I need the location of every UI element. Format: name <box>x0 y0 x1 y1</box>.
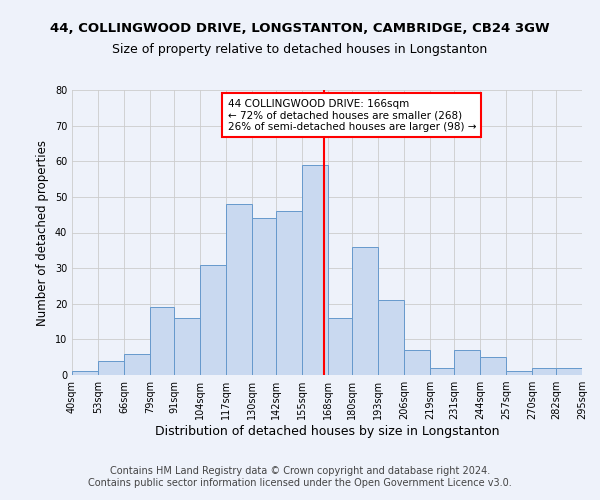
Bar <box>532 368 556 375</box>
Bar <box>302 165 328 375</box>
Text: Contains HM Land Registry data © Crown copyright and database right 2024.
Contai: Contains HM Land Registry data © Crown c… <box>88 466 512 487</box>
Bar <box>556 368 582 375</box>
Bar <box>98 361 124 375</box>
Bar <box>352 246 378 375</box>
Bar <box>454 350 480 375</box>
Bar <box>506 372 532 375</box>
Text: 44 COLLINGWOOD DRIVE: 166sqm
← 72% of detached houses are smaller (268)
26% of s: 44 COLLINGWOOD DRIVE: 166sqm ← 72% of de… <box>227 98 476 132</box>
Bar <box>150 308 174 375</box>
Bar <box>480 357 506 375</box>
Bar <box>378 300 404 375</box>
Bar <box>276 211 302 375</box>
Bar <box>404 350 430 375</box>
X-axis label: Distribution of detached houses by size in Longstanton: Distribution of detached houses by size … <box>155 425 499 438</box>
Bar <box>174 318 200 375</box>
Bar <box>124 354 150 375</box>
Bar <box>72 372 98 375</box>
Bar <box>430 368 454 375</box>
Bar <box>200 264 226 375</box>
Bar <box>328 318 352 375</box>
Y-axis label: Number of detached properties: Number of detached properties <box>36 140 49 326</box>
Bar <box>226 204 252 375</box>
Text: 44, COLLINGWOOD DRIVE, LONGSTANTON, CAMBRIDGE, CB24 3GW: 44, COLLINGWOOD DRIVE, LONGSTANTON, CAMB… <box>50 22 550 36</box>
Text: Size of property relative to detached houses in Longstanton: Size of property relative to detached ho… <box>112 42 488 56</box>
Bar <box>252 218 276 375</box>
